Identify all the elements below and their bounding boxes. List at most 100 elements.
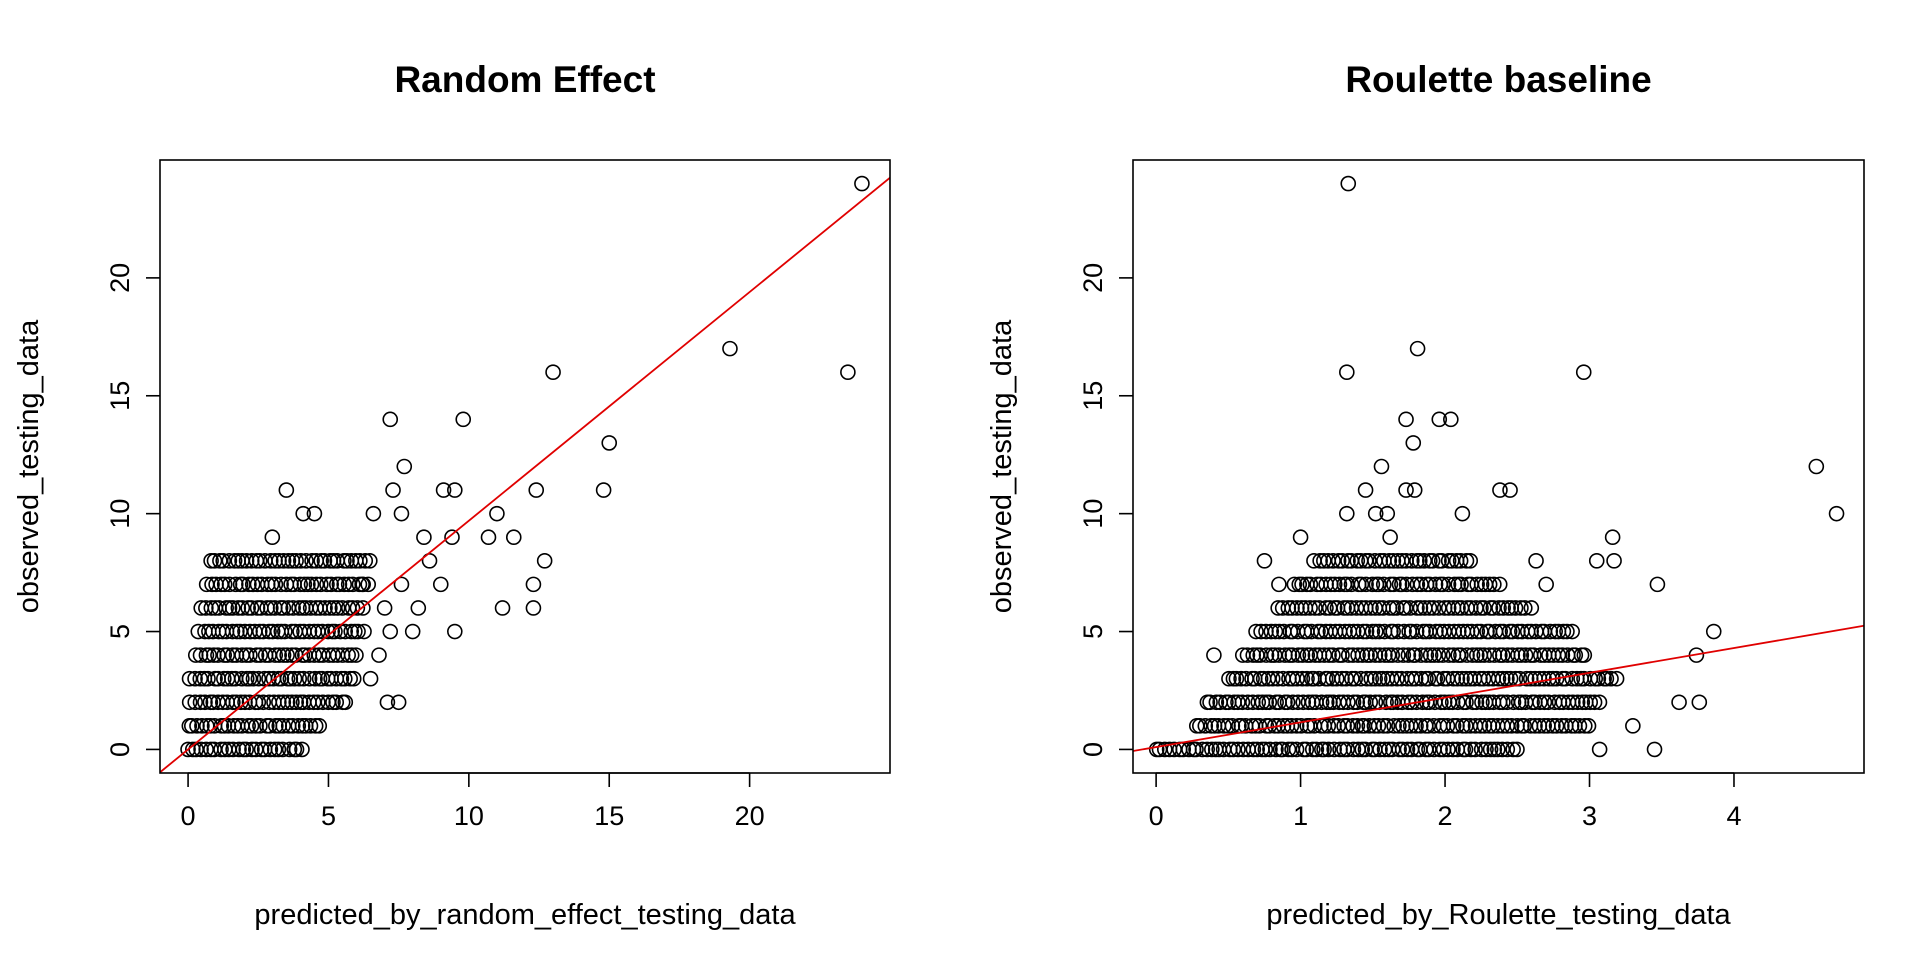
data-point <box>416 529 432 546</box>
data-point <box>1428 623 1444 640</box>
data-point <box>1326 741 1342 758</box>
data-point <box>1469 576 1485 593</box>
data-point <box>1505 741 1521 758</box>
data-point <box>1503 718 1520 734</box>
data-point <box>1608 670 1625 687</box>
data-point <box>1271 576 1287 593</box>
data-point <box>245 670 262 687</box>
data-point <box>1398 482 1414 498</box>
data-point <box>1367 505 1384 522</box>
data-point <box>1463 623 1480 640</box>
data-point <box>525 576 542 593</box>
data-point <box>224 623 241 640</box>
data-point <box>1464 647 1481 663</box>
data-point <box>198 741 214 758</box>
data-point <box>316 553 333 569</box>
data-point <box>1473 623 1489 640</box>
data-point <box>854 175 870 192</box>
data-point <box>336 576 353 593</box>
data-point <box>382 411 399 428</box>
y-tick-label: 10 <box>1078 499 1108 529</box>
data-point <box>1536 694 1553 711</box>
data-point <box>1495 694 1511 711</box>
data-point <box>1412 600 1429 616</box>
data-point <box>198 600 214 616</box>
y-tick-label: 5 <box>105 624 135 639</box>
data-point <box>216 670 232 687</box>
data-point <box>1418 647 1435 663</box>
data-point <box>237 623 253 640</box>
data-point <box>304 553 320 569</box>
chart-panel-2: Roulette baseline predicted_by_Roulette_t… <box>986 59 1865 931</box>
data-point <box>1408 623 1425 640</box>
data-point <box>1598 670 1615 687</box>
data-point <box>1349 718 1366 734</box>
data-point <box>1545 718 1561 734</box>
data-point <box>1325 647 1341 663</box>
data-point <box>1294 670 1311 687</box>
data-point <box>278 482 295 498</box>
data-point <box>261 623 277 640</box>
data-point <box>1361 553 1377 569</box>
data-point <box>279 647 295 663</box>
data-point <box>1528 553 1544 569</box>
data-point <box>275 600 292 616</box>
data-point <box>1316 553 1332 569</box>
data-point <box>295 670 312 687</box>
data-point <box>1202 694 1218 711</box>
data-point <box>1263 623 1280 640</box>
data-point <box>1450 623 1467 640</box>
data-point <box>1370 718 1387 734</box>
data-point <box>1532 694 1548 711</box>
data-point <box>1367 670 1383 687</box>
data-point <box>1440 576 1457 593</box>
data-point <box>371 647 387 663</box>
data-point <box>300 576 316 593</box>
data-point <box>1261 694 1278 711</box>
data-point <box>262 553 279 569</box>
data-point <box>1221 670 1237 687</box>
data-point <box>1532 647 1549 663</box>
data-point <box>1394 553 1410 569</box>
data-point <box>362 670 379 687</box>
data-point <box>311 718 328 734</box>
data-point <box>1290 647 1307 663</box>
data-point <box>1474 694 1490 711</box>
data-point <box>225 741 241 758</box>
data-point <box>1422 647 1439 663</box>
data-point <box>1443 411 1459 428</box>
data-point <box>1377 647 1393 663</box>
data-point <box>1504 623 1521 640</box>
data-point <box>1391 718 1407 734</box>
data-point <box>241 576 257 593</box>
data-point <box>343 647 360 663</box>
data-point <box>1576 647 1593 663</box>
data-point <box>1625 718 1641 734</box>
data-point <box>317 600 333 616</box>
data-point <box>1399 741 1416 758</box>
data-point <box>435 482 452 498</box>
data-point <box>303 576 320 593</box>
data-point <box>1542 623 1559 640</box>
data-point <box>494 600 511 616</box>
data-point <box>1424 553 1441 569</box>
data-point <box>1445 741 1461 758</box>
data-point <box>1472 718 1489 734</box>
data-point <box>1420 670 1437 687</box>
data-point <box>1409 600 1425 616</box>
data-point <box>264 623 281 640</box>
data-point <box>1400 647 1417 663</box>
data-point <box>1434 647 1451 663</box>
data-point <box>1453 647 1469 663</box>
data-point <box>1427 576 1444 593</box>
data-point <box>1331 576 1348 593</box>
data-point <box>379 694 396 711</box>
data-point <box>1394 576 1410 593</box>
data-point <box>1433 694 1449 711</box>
data-point <box>1362 694 1379 711</box>
data-point <box>1326 576 1343 593</box>
data-point <box>1262 741 1278 758</box>
x-tick-label: 5 <box>321 801 336 831</box>
data-point <box>1469 623 1486 640</box>
data-point <box>1384 670 1400 687</box>
